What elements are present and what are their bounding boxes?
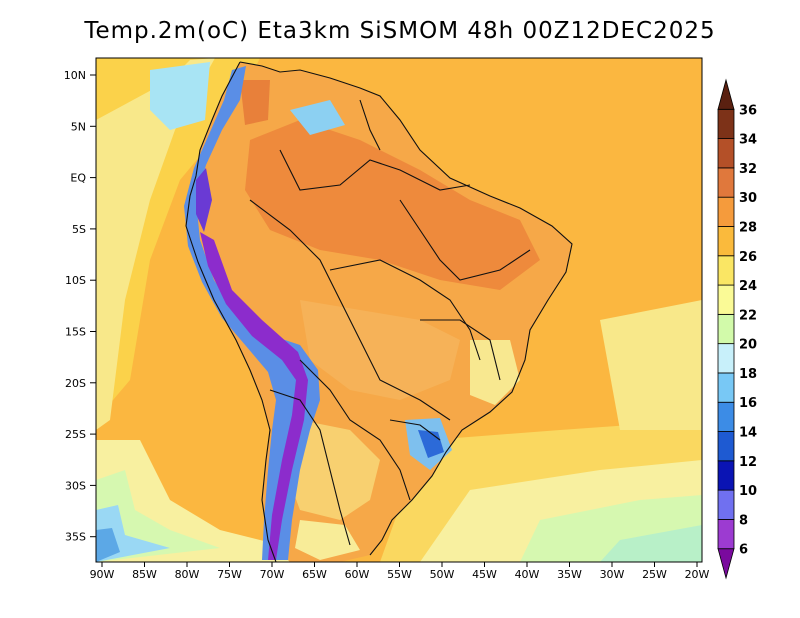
south-brazil-cold-core [418, 430, 444, 458]
colorbar-segment [717, 343, 735, 374]
colorbar-max-triangle [717, 78, 735, 110]
lat-tick-label: 5S [72, 223, 86, 236]
colorbar-segment [717, 167, 735, 198]
colorbar-level-label: 14 [739, 426, 757, 441]
colorbar-level-label: 28 [739, 220, 757, 235]
colorbar-level-label: 36 [739, 103, 757, 118]
colorbar-segment [717, 519, 735, 550]
colorbar-segment [717, 401, 735, 432]
lon-tick-label: 40W [515, 568, 540, 581]
lon-tick-label: 45W [472, 568, 497, 581]
colorbar-segment [717, 460, 735, 491]
colorbar-level-label: 32 [739, 162, 757, 177]
lat-tick-label: 25S [65, 428, 86, 441]
lon-tick-label: 65W [302, 568, 327, 581]
andes-very-cold-strip [200, 232, 308, 560]
atlantic-east-band [600, 300, 702, 430]
colorbar-segment [717, 255, 735, 286]
longitude-axis: 90W 85W 80W 75W 70W 65W 60W 55W 50W 45W 40W 35W 30W 2… [90, 562, 710, 581]
colorbar-segment [717, 138, 735, 169]
venezuela-cool-patch [290, 100, 345, 135]
country-borders [185, 61, 573, 562]
central-warm-area [300, 300, 460, 400]
colorbar-level-label: 26 [739, 250, 757, 265]
patagonia-north-area [295, 520, 360, 560]
lon-tick-label: 20W [685, 568, 710, 581]
lon-tick-label: 55W [387, 568, 412, 581]
colorbar-segment [717, 226, 735, 257]
colorbar-level-label: 24 [739, 279, 757, 294]
colorbar-level-label: 18 [739, 367, 757, 382]
colorbar-level-label: 16 [739, 396, 757, 411]
colorbar-level-label: 8 [739, 513, 748, 528]
south-pacific-band-16 [96, 528, 120, 562]
lat-tick-label: 15S [65, 326, 86, 339]
colorbar-segment [717, 284, 735, 315]
minas-cool-area [470, 340, 520, 405]
colorbar-level-label: 12 [739, 455, 757, 470]
chaco-pampas-area [285, 420, 380, 520]
colorbar-level-label: 10 [739, 484, 757, 499]
map-field [96, 58, 702, 562]
colorbar-segment [717, 431, 735, 462]
lon-tick-label: 70W [260, 568, 285, 581]
lon-tick-label: 85W [132, 568, 157, 581]
andes-cold-strip [184, 66, 320, 560]
lon-tick-label: 75W [217, 568, 242, 581]
colorbar-level-label: 30 [739, 191, 757, 206]
lon-tick-label: 60W [345, 568, 370, 581]
lat-tick-label: 5N [71, 120, 86, 133]
north-hot-patch [240, 80, 270, 125]
lat-tick-label: 30S [65, 479, 86, 492]
lon-tick-label: 50W [430, 568, 455, 581]
lat-tick-label: 20S [65, 377, 86, 390]
atlantic-band-20 [600, 525, 702, 562]
lon-tick-label: 90W [90, 568, 115, 581]
lon-tick-label: 30W [600, 568, 625, 581]
colorbar-segment [717, 372, 735, 403]
colorbar-min-triangle [717, 548, 735, 580]
colorbar-segment [717, 313, 735, 345]
colorbar: 6 8 10 12 14 16 18 20 22 24 26 28 30 32 34 36 [717, 78, 757, 580]
amazon-hot-area [245, 120, 540, 290]
colorbar-segment [717, 108, 735, 139]
colorbar-level-label: 34 [739, 133, 757, 148]
lat-tick-label: 10N [64, 69, 86, 82]
colorbar-level-label: 20 [739, 338, 757, 353]
latitude-axis: 10N 5N EQ 5S 10S 15S 20S 25S 30S 35S [64, 69, 96, 544]
colorbar-segment [717, 489, 735, 520]
colorbar-level-label: 22 [739, 308, 757, 323]
pacific-cool-patch [150, 62, 210, 130]
lon-tick-label: 25W [642, 568, 667, 581]
lat-tick-label: EQ [70, 172, 86, 185]
lat-tick-label: 35S [65, 531, 86, 544]
andes-north-cold [196, 168, 212, 232]
lon-tick-label: 80W [175, 568, 200, 581]
lat-tick-label: 10S [65, 274, 86, 287]
lon-tick-label: 35W [557, 568, 582, 581]
pacific-band-24 [96, 58, 215, 430]
colorbar-level-label: 6 [739, 543, 748, 558]
colorbar-segment [717, 196, 735, 227]
map-title: Temp.2m(oC) Eta3km SiSMOM 48h 00Z12DEC20… [84, 18, 716, 44]
